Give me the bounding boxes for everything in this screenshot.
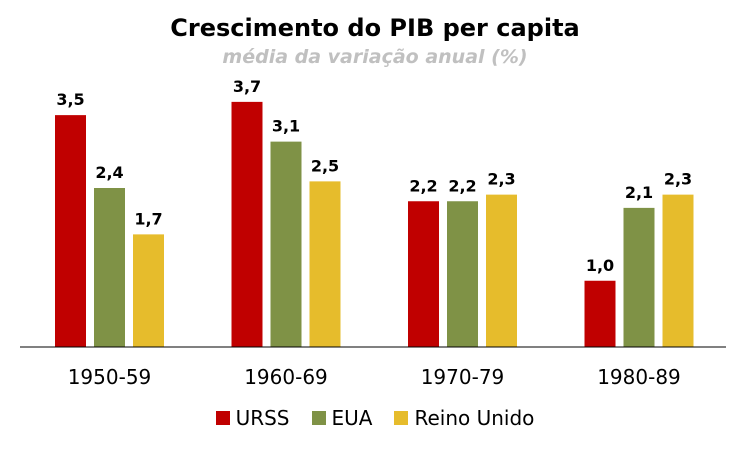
legend-item-reino-unido: Reino Unido xyxy=(394,406,534,430)
data-label-urss-1970-79: 2,2 xyxy=(409,176,437,195)
data-label-urss-1980-89: 1,0 xyxy=(586,256,614,275)
data-label-reino-unido-1970-79: 2,3 xyxy=(487,170,515,189)
bar-eua-1970-79 xyxy=(447,201,478,347)
data-label-reino-unido-1950-59: 1,7 xyxy=(134,209,162,228)
bar-urss-1950-59 xyxy=(55,115,86,347)
legend-swatch-urss xyxy=(215,411,230,425)
x-tick-label-1960-69: 1960-69 xyxy=(244,365,328,389)
data-label-eua-1960-69: 3,1 xyxy=(272,117,300,136)
legend-label-eua: EUA xyxy=(331,406,373,430)
data-label-eua-1970-79: 2,2 xyxy=(448,176,476,195)
data-label-reino-unido-1980-89: 2,3 xyxy=(664,170,692,189)
legend-swatch-eua xyxy=(311,411,326,425)
x-tick-label-1980-89: 1980-89 xyxy=(597,365,681,389)
bar-reino-unido-1960-69 xyxy=(309,181,341,347)
legend-label-reino-unido: Reino Unido xyxy=(414,406,535,430)
legend-label-urss: URSS xyxy=(235,406,290,430)
data-label-reino-unido-1960-69: 2,5 xyxy=(311,156,339,175)
bar-urss-1960-69 xyxy=(231,101,263,347)
bar-urss-1970-79 xyxy=(408,201,439,347)
legend-item-eua: EUA xyxy=(311,406,373,430)
bar-reino-unido-1950-59 xyxy=(133,234,164,347)
data-label-eua-1980-89: 2,1 xyxy=(625,183,653,202)
bar-eua-1950-59 xyxy=(94,188,125,347)
data-label-urss-1960-69: 3,7 xyxy=(233,77,261,96)
chart-title: Crescimento do PIB per capita xyxy=(170,14,580,42)
bar-eua-1960-69 xyxy=(270,141,302,347)
data-label-eua-1950-59: 2,4 xyxy=(95,163,123,182)
x-tick-label-1970-79: 1970-79 xyxy=(421,365,505,389)
legend: URSS EUA Reino Unido xyxy=(0,406,750,430)
chart-subtitle: média da variação anual (%) xyxy=(222,46,528,68)
bar-urss-1980-89 xyxy=(584,280,616,347)
bar-reino-unido-1970-79 xyxy=(486,194,517,347)
bar-reino-unido-1980-89 xyxy=(662,194,694,347)
data-label-urss-1950-59: 3,5 xyxy=(56,90,84,109)
legend-item-urss: URSS xyxy=(215,406,290,430)
x-tick-label-1950-59: 1950-59 xyxy=(68,365,152,389)
bar-eua-1980-89 xyxy=(623,207,655,347)
legend-swatch-reino-unido xyxy=(394,411,409,425)
